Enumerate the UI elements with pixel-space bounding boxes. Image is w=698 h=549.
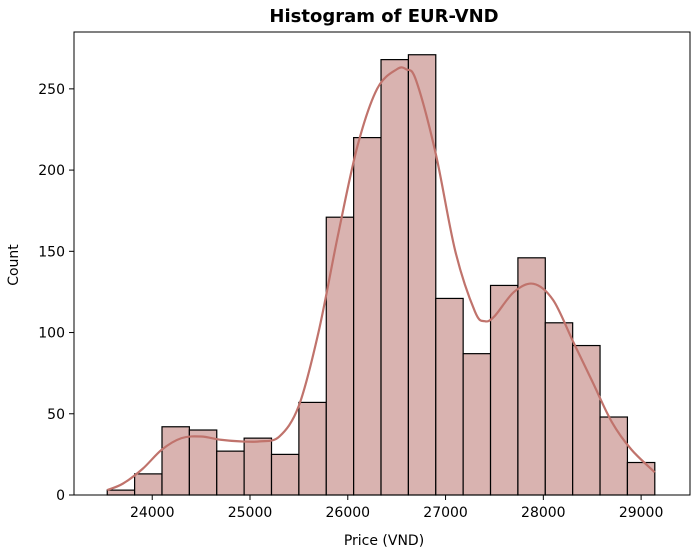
y-axis-label: Count (6, 244, 22, 286)
histogram-bar (325, 216, 355, 496)
x-tick-label: 26000 (326, 505, 371, 521)
histogram-bar (270, 453, 300, 496)
y-tick-label: 150 (38, 244, 65, 260)
x-tick-label: 24000 (130, 505, 175, 521)
x-tick-label: 29000 (619, 505, 664, 521)
x-axis-ticks: 24000 25000 26000 27000 28000 29000 (130, 495, 663, 521)
histogram-bar (435, 297, 464, 496)
kde-layer (106, 66, 656, 492)
x-tick-label: 25000 (228, 505, 273, 521)
histogram-bar (353, 136, 382, 496)
y-tick-label: 100 (38, 326, 65, 342)
histogram-bar (106, 489, 136, 496)
histogram-bar (243, 437, 273, 496)
histogram-bar (544, 322, 574, 496)
histogram-bar (134, 473, 163, 496)
histogram-bar (380, 59, 409, 496)
histogram-bar (188, 429, 218, 496)
histogram-bar (599, 416, 629, 496)
histogram-bar (489, 284, 519, 496)
y-tick-label: 200 (38, 163, 65, 179)
histogram-bar (407, 54, 437, 496)
x-axis-label: Price (VND) (344, 533, 424, 549)
kde-curve (106, 66, 656, 492)
y-tick-label: 0 (56, 488, 65, 504)
x-tick-label: 28000 (521, 505, 566, 521)
histogram-bar (462, 353, 492, 496)
y-tick-label: 250 (38, 82, 65, 98)
y-tick-label: 50 (47, 407, 65, 423)
histogram-bar (517, 257, 546, 496)
histogram-bars (106, 54, 656, 496)
x-tick-label: 27000 (423, 505, 468, 521)
histogram-bar (216, 450, 245, 496)
y-axis-ticks: 0 50 100 150 200 250 (38, 82, 74, 504)
histogram-bar (298, 401, 327, 496)
chart-title: Histogram of EUR-VND (269, 6, 498, 27)
plot-frame (73, 31, 691, 496)
